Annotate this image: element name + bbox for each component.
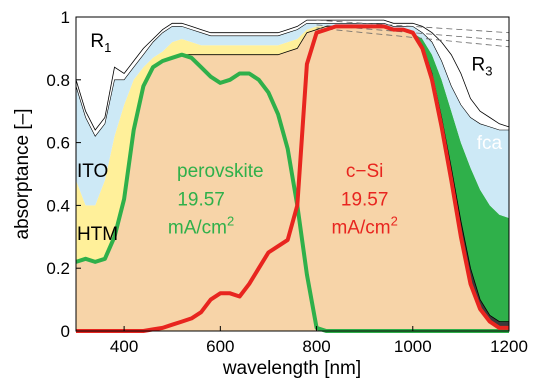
x-tick-label: 1200 [490,337,528,356]
x-axis-title: wavelength [nm] [222,358,361,379]
plot-frame [75,16,510,332]
x-tick-label: 600 [206,337,234,356]
r3-label: R3 [471,54,492,78]
y-tick-label: 0 [61,322,70,341]
y-axis-title: absorptance [–] [12,109,33,240]
perov-label: perovskite [177,161,264,182]
y-tick-label: 0.2 [46,259,70,278]
r1-curve [75,19,510,131]
reflection-dashed-line [316,27,510,48]
x-axis-ticks: 400 600 800 1000 1200 [110,326,528,356]
csi-label: c−Si [346,161,384,182]
reflection-dashed-line [316,19,510,34]
y-tick-label: 0.4 [46,196,70,215]
r1-label: R1 [90,31,111,55]
y-tick-label: 1 [61,8,70,27]
y-axis-ticks: 0 0.2 0.4 0.6 0.8 1 [46,8,81,341]
csi-unit: mA/cm2 [331,214,397,239]
ito-label: ITO [77,161,108,182]
htm-label: HTM [77,224,118,245]
csi-val: 19.57 [341,189,389,210]
perov-val: 19.57 [177,189,225,210]
perov-unit: mA/cm2 [168,214,234,239]
chart-annotations: R1 R3 ITO HTM perovskite 19.57 mA/cm2 c−Si 19.57… [77,31,503,245]
x-tick-label: 1000 [394,337,432,356]
ito-curve [75,23,509,137]
x-tick-label: 800 [302,337,330,356]
csi-line [76,24,509,333]
y-tick-label: 0.6 [46,134,70,153]
y-tick-label: 0.8 [46,71,70,90]
fca-label: fca [477,133,503,154]
x-tick-label: 400 [110,337,138,356]
